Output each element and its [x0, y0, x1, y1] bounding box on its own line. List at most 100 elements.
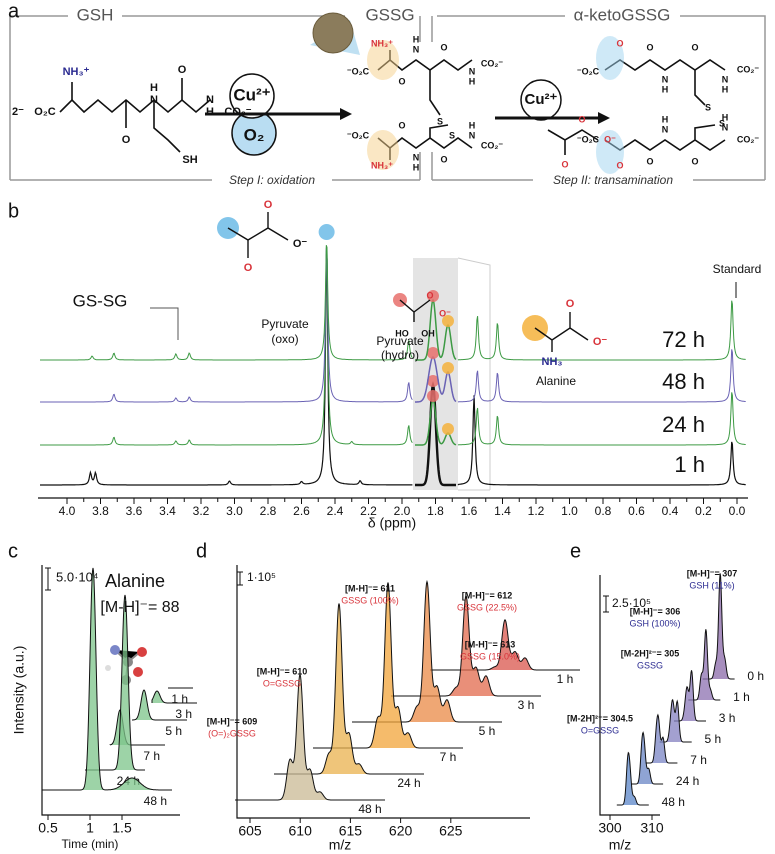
trace	[645, 713, 678, 764]
label: GSSG	[637, 660, 663, 670]
label: 48 h	[662, 369, 705, 394]
trace	[659, 698, 692, 743]
label: O	[440, 42, 447, 52]
label: CO₂⁻	[481, 140, 503, 150]
label: m/z	[329, 837, 352, 853]
label: O	[578, 114, 585, 124]
label: Pyruvate	[261, 317, 309, 331]
label: 3 h	[175, 707, 192, 721]
label: HO	[395, 328, 409, 338]
marker	[442, 315, 454, 327]
label: GSH	[77, 5, 114, 24]
label: Alanine	[105, 571, 165, 591]
label: 24 h	[662, 412, 705, 437]
trace-fill	[391, 595, 541, 696]
label: N	[206, 94, 214, 106]
label: O⁻	[604, 134, 616, 144]
label: N	[469, 66, 476, 76]
label: 5 h	[165, 724, 182, 738]
trace	[391, 594, 541, 697]
marker	[442, 362, 454, 374]
label: GSH (100%)	[629, 618, 680, 628]
label: 625	[439, 823, 463, 839]
label: O	[616, 38, 623, 48]
label: 0.4	[662, 504, 679, 518]
label: 1.2	[528, 504, 545, 518]
cu-circle	[520, 79, 562, 121]
label: 1.8	[427, 504, 444, 518]
axes-e	[599, 575, 660, 816]
label: 4.0	[59, 504, 76, 518]
trace	[631, 731, 664, 785]
panel-label: e	[570, 540, 581, 562]
label: 3.4	[159, 504, 176, 518]
marker	[318, 224, 335, 240]
label: 605	[238, 823, 262, 839]
label: 620	[389, 823, 413, 839]
label: 1.5	[112, 820, 132, 836]
arrow-head	[598, 112, 610, 124]
zoom-outline	[457, 257, 491, 491]
panel-label: c	[8, 540, 18, 562]
label: O	[426, 290, 433, 300]
label: 1.4	[494, 504, 511, 518]
trace	[42, 567, 172, 791]
label: 7 h	[143, 749, 160, 763]
label: N	[413, 152, 420, 162]
panel-label: a	[8, 0, 20, 22]
cu-cycle-2	[495, 79, 610, 124]
label: Cu²⁺	[233, 85, 270, 104]
label: 2.4	[327, 504, 344, 518]
label: [M-H]⁻= 306	[630, 606, 681, 616]
label: O⁻	[439, 308, 451, 318]
label: CO₂⁻	[481, 58, 503, 68]
label: Standard	[713, 262, 762, 276]
label: 300	[598, 820, 622, 836]
marker	[442, 423, 454, 435]
marker	[427, 347, 439, 359]
trace-fill	[631, 732, 664, 784]
trace-fill	[430, 619, 580, 670]
label: 3.0	[226, 504, 243, 518]
label: O	[398, 76, 405, 86]
trace-fill	[313, 582, 463, 748]
label: [M-H]⁻= 613	[465, 639, 516, 649]
label: 0.6	[628, 504, 645, 518]
label: 0.5	[38, 820, 58, 836]
marker	[427, 390, 439, 402]
trace-fill	[235, 674, 385, 800]
trace-fill	[659, 699, 692, 742]
panel-label: d	[196, 540, 207, 562]
label: NH₃	[542, 356, 563, 368]
label: H	[206, 106, 214, 118]
label: 1 h	[674, 452, 705, 477]
label: N	[469, 130, 476, 140]
label: [M-2H]²⁻= 304.5	[567, 713, 633, 723]
trace-fill	[152, 691, 197, 703]
label: O	[646, 42, 653, 52]
label: Cu²⁺	[525, 91, 558, 108]
label: Time (min)	[62, 837, 119, 851]
label: m/z	[609, 837, 632, 853]
label: CO₂⁻	[737, 134, 759, 144]
label: O=GSSG	[581, 725, 619, 735]
label: NH₃⁺	[371, 160, 393, 170]
label: [M-2H]²⁻= 305	[621, 648, 680, 658]
trace	[235, 672, 385, 801]
label: Step II: transamination	[553, 173, 673, 187]
label: 2.2	[360, 504, 377, 518]
label: 48 h	[358, 802, 381, 816]
label: (oxo)	[271, 332, 298, 346]
label: Pyruvate	[376, 334, 424, 348]
label: δ (ppm)	[368, 515, 416, 531]
label: 1·10⁵	[247, 570, 276, 584]
label: O	[440, 154, 447, 164]
panel-a-frame	[9, 15, 766, 181]
label: O=GSSG	[263, 678, 301, 688]
label: 7 h	[440, 750, 457, 764]
scale-bar-c	[45, 567, 51, 591]
label: 3 h	[719, 711, 736, 725]
marker	[427, 375, 439, 387]
label: GSSG (15.0%)	[460, 651, 520, 661]
gssg-pointer	[150, 307, 179, 340]
